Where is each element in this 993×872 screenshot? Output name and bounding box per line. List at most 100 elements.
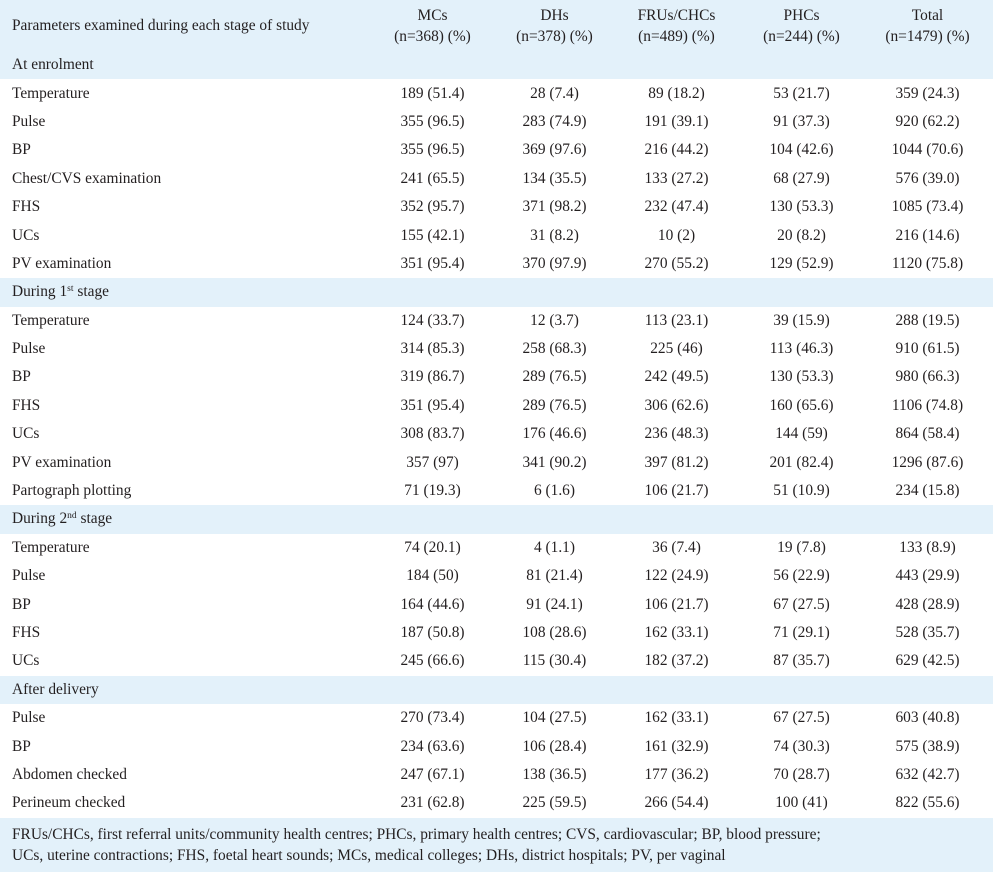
row-value: 632 (42.7) <box>895 765 960 783</box>
table-row: Pulse 270 (73.4) 104 (27.5) 162 (33.1) 67 (2… <box>0 704 993 732</box>
row-value: 920 (62.2) <box>895 112 960 130</box>
row-value: 68 (27.9) <box>773 169 830 187</box>
row-label: UCs <box>12 652 40 670</box>
row-value: 138 (36.5) <box>522 765 587 783</box>
row-value: 164 (44.6) <box>400 595 465 613</box>
row-value: 1044 (70.6) <box>891 141 964 159</box>
row-value: 71 (29.1) <box>773 624 830 641</box>
row-value: 306 (62.6) <box>644 396 709 414</box>
row-value: 910 (61.5) <box>895 340 960 358</box>
header-dhs-n: (n=378) (%) <box>516 27 593 45</box>
header-frus-chcs-n: (n=489) (%) <box>638 27 715 45</box>
table-row: UCs 155 (42.1) 31 (8.2) 10 (2) 20 (8.2) 216 (… <box>0 221 993 249</box>
row-value: 232 (47.4) <box>644 198 709 216</box>
row-label: Perineum checked <box>12 794 126 812</box>
table-row: FHS 351 (95.4) 289 (76.5) 306 (62.6) 160 (65… <box>0 392 993 420</box>
row-value: 106 (21.7) <box>644 482 709 500</box>
row-label: PV examination <box>12 254 112 272</box>
row-label: BP <box>12 368 31 386</box>
section-title-text: After delivery <box>12 680 99 698</box>
row-value: 236 (48.3) <box>644 425 709 443</box>
header-frus-chcs: FRUs/CHCs (n=489) (%) <box>612 0 741 51</box>
row-value: 10 (2) <box>657 226 696 244</box>
row-value: 162 (33.1) <box>644 624 709 641</box>
row-value: 4 (1.1) <box>533 538 576 556</box>
table-row: BP 234 (63.6) 106 (28.4) 161 (32.9) 74 (30.3… <box>0 732 993 760</box>
row-value: 91 (37.3) <box>773 112 830 130</box>
header-frus-chcs-name: FRUs/CHCs <box>637 6 716 24</box>
row-value: 122 (24.9) <box>644 567 709 585</box>
section-title-ordinal: nd <box>67 511 77 522</box>
row-value: 234 (15.8) <box>895 482 960 500</box>
row-value: 247 (67.1) <box>400 765 465 783</box>
row-value: 161 (32.9) <box>644 737 709 755</box>
row-value: 234 (63.6) <box>400 737 465 755</box>
row-label: Chest/CVS examination <box>12 169 162 187</box>
row-value: 106 (28.4) <box>522 737 587 755</box>
row-value: 1106 (74.8) <box>891 396 964 414</box>
row-value: 67 (27.5) <box>773 595 830 613</box>
table-row: UCs 308 (83.7) 176 (46.6) 236 (48.3) 144 (59… <box>0 420 993 448</box>
header-total-name: Total <box>911 6 944 24</box>
row-value: 74 (30.3) <box>773 737 830 755</box>
row-value: 31 (8.2) <box>530 226 579 244</box>
row-label: PV examination <box>12 453 112 471</box>
row-label: UCs <box>12 425 40 443</box>
row-label: Pulse <box>12 709 46 727</box>
table-row: Temperature 74 (20.1) 4 (1.1) 36 (7.4) 19 (7… <box>0 534 993 562</box>
row-value: 108 (28.6) <box>522 624 587 641</box>
row-value: 160 (65.6) <box>769 396 834 414</box>
row-label: Pulse <box>12 340 46 358</box>
header-parameters: Parameters examined during each stage of… <box>12 17 310 34</box>
row-value: 201 (82.4) <box>769 453 834 471</box>
row-value: 822 (55.6) <box>895 794 960 812</box>
section-title-ordinal: st <box>67 284 74 295</box>
row-value: 191 (39.1) <box>644 112 709 130</box>
row-value: 369 (97.6) <box>522 141 587 159</box>
row-value: 113 (23.1) <box>644 311 709 329</box>
row-value: 133 (27.2) <box>644 169 709 187</box>
row-label: Partograph plotting <box>12 482 132 500</box>
row-value: 357 (97) <box>406 453 459 471</box>
row-label: BP <box>12 595 31 613</box>
table-row: FHS 352 (95.7) 371 (98.2) 232 (47.4) 130 (53… <box>0 193 993 221</box>
row-value: 20 (8.2) <box>777 226 826 244</box>
section-row: After delivery <box>0 675 993 704</box>
row-value: 528 (35.7) <box>895 624 960 641</box>
header-dhs: DHs (n=378) (%) <box>497 0 612 51</box>
row-value: 258 (68.3) <box>522 340 587 358</box>
row-value: 351 (95.4) <box>400 396 465 414</box>
row-value: 289 (76.5) <box>522 368 587 386</box>
section-row: At enrolment <box>0 51 993 80</box>
row-value: 133 (8.9) <box>899 538 956 556</box>
table-row: Abdomen checked 247 (67.1) 138 (36.5) 177 (… <box>0 761 993 789</box>
row-value: 289 (76.5) <box>522 396 587 414</box>
row-label: FHS <box>12 624 41 641</box>
header-dhs-name: DHs <box>540 6 569 24</box>
footnote-line: UCs, uterine contractions; FHS, foetal h… <box>12 846 726 864</box>
row-value: 603 (40.8) <box>895 709 960 727</box>
row-value: 371 (98.2) <box>522 198 587 216</box>
row-value: 104 (27.5) <box>522 709 587 727</box>
table-row: BP 355 (96.5) 369 (97.6) 216 (44.2) 104 (42.… <box>0 136 993 164</box>
section-row: During 1st stage <box>0 278 993 307</box>
row-value: 370 (97.9) <box>522 254 587 272</box>
row-value: 266 (54.4) <box>644 794 709 812</box>
section-title: During 1st stage <box>0 278 993 306</box>
row-value: 67 (27.5) <box>773 709 830 727</box>
row-value: 176 (46.6) <box>522 425 587 443</box>
row-value: 288 (19.5) <box>895 311 960 329</box>
row-value: 134 (35.5) <box>522 169 587 187</box>
row-value: 629 (42.5) <box>895 652 960 670</box>
table-row: BP 164 (44.6) 91 (24.1) 106 (21.7) 67 (27.5)… <box>0 590 993 618</box>
header-mcs-n: (n=368) (%) <box>394 27 471 45</box>
row-value: 1296 (87.6) <box>891 453 964 471</box>
section-title: At enrolment <box>0 51 993 79</box>
row-value: 352 (95.7) <box>400 198 465 216</box>
row-value: 1085 (73.4) <box>891 198 964 216</box>
row-value: 12 (3.7) <box>530 311 579 329</box>
header-total: Total (n=1479) (%) <box>862 0 993 51</box>
row-value: 51 (10.9) <box>773 482 830 500</box>
header-total-n: (n=1479) (%) <box>885 27 970 45</box>
table-row: Pulse 355 (96.5) 283 (74.9) 191 (39.1) 91 (3… <box>0 108 993 136</box>
